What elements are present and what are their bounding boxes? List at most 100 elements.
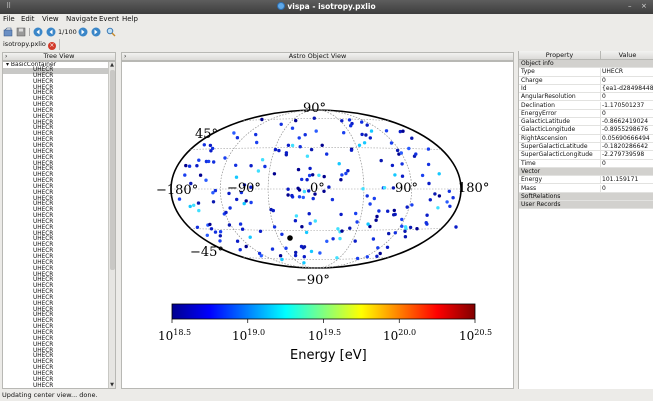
tree-item-uhecr[interactable]: UHECR [33,382,54,389]
event-marker[interactable] [211,200,216,204]
event-marker[interactable] [272,172,277,176]
event-marker[interactable] [284,151,289,155]
tree-item-uhecr[interactable]: UHECR [33,300,54,307]
event-marker[interactable] [207,159,211,164]
tree-item-uhecr[interactable]: UHECR [33,207,54,214]
event-marker[interactable] [386,209,390,213]
event-marker[interactable] [189,181,193,186]
event-marker[interactable] [308,166,312,171]
event-marker[interactable] [307,173,312,178]
tree-item-uhecr[interactable]: UHECR [33,90,54,97]
event-marker[interactable] [296,186,300,190]
event-marker[interactable] [371,237,376,241]
event-marker[interactable] [300,177,304,182]
event-marker[interactable] [286,143,291,147]
event-marker[interactable] [248,235,252,239]
event-marker[interactable] [294,214,299,218]
collapse-arrow-icon[interactable]: › [5,53,8,60]
tree-item-uhecr[interactable]: UHECR [33,312,54,319]
tree-item-uhecr[interactable]: UHECR [33,201,54,208]
event-marker[interactable] [365,255,369,259]
event-marker[interactable] [249,200,253,205]
event-marker[interactable] [224,210,228,215]
event-marker[interactable] [391,186,396,190]
event-marker[interactable] [198,173,203,177]
event-marker[interactable] [410,203,414,207]
tree-item-uhecr[interactable]: UHECR [33,329,54,336]
event-marker[interactable] [390,163,395,168]
event-marker[interactable] [344,171,348,176]
event-marker[interactable] [340,119,344,123]
tree-item-uhecr[interactable]: UHECR [33,183,54,190]
tree-item-uhecr[interactable]: UHECR [33,78,54,85]
event-marker[interactable] [249,185,253,189]
event-marker[interactable] [211,191,215,195]
event-marker[interactable] [369,129,374,133]
event-marker[interactable] [330,197,335,202]
event-marker[interactable] [212,160,216,164]
event-marker[interactable] [293,219,298,223]
menu-edit[interactable]: Edit [21,15,35,23]
property-row[interactable]: Type UHECR [519,68,653,77]
event-marker[interactable] [393,231,397,235]
event-marker[interactable] [362,141,367,145]
event-marker[interactable] [271,208,275,213]
event-marker[interactable] [309,147,314,152]
event-marker[interactable] [297,136,301,140]
event-marker[interactable] [437,194,442,198]
event-marker[interactable] [232,131,236,135]
event-marker[interactable] [294,250,298,255]
event-marker[interactable] [339,212,343,217]
tree-item-uhecr[interactable]: UHECR [33,324,54,331]
event-marker[interactable] [353,239,357,243]
minimize-button[interactable]: – [628,2,632,10]
property-row[interactable]: EnergyError 0 [519,109,653,119]
property-row[interactable]: AngularResolution 0 [519,93,653,102]
last-event-icon[interactable] [91,27,101,37]
event-marker[interactable] [346,169,350,173]
event-marker[interactable] [307,189,311,193]
event-marker[interactable] [305,154,310,158]
event-marker[interactable] [308,221,312,226]
event-marker[interactable] [408,225,413,230]
event-marker[interactable] [385,245,390,249]
tree-item-uhecr[interactable]: UHECR [33,113,54,120]
event-marker[interactable] [202,143,206,147]
event-marker[interactable] [340,229,344,233]
event-marker[interactable] [257,251,262,256]
event-marker[interactable] [389,141,394,145]
event-marker[interactable] [447,189,451,193]
tree-scrollbar[interactable]: ▲ ▼ [108,62,115,388]
event-marker[interactable] [286,187,290,191]
tree-item-uhecr[interactable]: UHECR [33,172,54,179]
scroll-down-icon[interactable]: ▼ [110,382,114,388]
event-marker[interactable] [177,197,182,201]
event-marker[interactable] [300,225,304,229]
event-marker[interactable] [299,244,304,249]
property-section[interactable]: SoftRelations [519,192,653,202]
tree-item-uhecr[interactable]: UHECR [33,131,54,138]
event-marker[interactable] [298,145,302,149]
event-marker[interactable] [303,133,307,137]
event-marker[interactable] [398,129,402,134]
event-marker[interactable] [208,143,213,148]
tree-item-uhecr[interactable]: UHECR [33,353,54,360]
tree-item-uhecr[interactable]: UHECR [33,195,54,202]
tree-item-uhecr[interactable]: UHECR [33,148,54,155]
tree-item-uhecr[interactable]: UHECR [33,294,54,301]
tree-item-uhecr[interactable]: UHECR [33,376,54,383]
tree-item-uhecr[interactable]: UHECR [33,347,54,354]
tree-item-uhecr[interactable]: UHECR [33,242,54,249]
event-marker[interactable] [307,212,311,216]
event-marker[interactable] [260,117,264,122]
event-marker[interactable] [296,167,301,172]
value-column-header[interactable]: Value [600,51,653,60]
event-marker[interactable] [195,164,199,168]
tree-item-uhecr[interactable]: UHECR [33,230,54,237]
event-marker[interactable] [197,158,201,162]
event-marker[interactable] [255,140,259,145]
event-marker[interactable] [305,178,309,182]
event-marker[interactable] [311,196,315,201]
event-marker[interactable] [195,225,200,229]
event-marker[interactable] [366,222,370,226]
